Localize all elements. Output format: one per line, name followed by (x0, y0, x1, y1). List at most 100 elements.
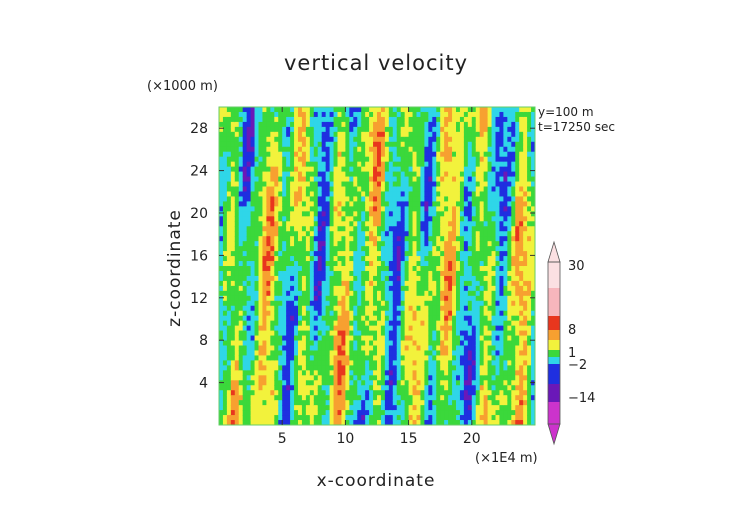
heatmap-cell (313, 355, 319, 362)
heatmap-cell (511, 360, 516, 366)
heatmap-cell (333, 285, 339, 292)
heatmap-cell (388, 420, 394, 425)
heatmap-cell (495, 335, 501, 342)
heatmap-cell (448, 415, 453, 421)
heatmap-cell (392, 216, 398, 222)
heatmap-cell (361, 390, 366, 396)
heatmap-cell (523, 131, 528, 138)
heatmap-cell (270, 166, 275, 173)
heatmap-cell (436, 206, 441, 212)
heatmap-cell (262, 420, 267, 425)
heatmap-cell (412, 141, 418, 148)
heatmap-cell (495, 380, 501, 386)
heatmap-cell (321, 186, 327, 193)
heatmap-cell (357, 141, 362, 148)
heatmap-cell (475, 107, 481, 113)
heatmap-cell (471, 380, 477, 386)
heatmap-cell (452, 171, 457, 178)
heatmap-cell (487, 320, 493, 327)
heatmap-cell (420, 146, 425, 153)
heatmap-cell (519, 176, 524, 183)
heatmap-cell (242, 196, 248, 203)
heatmap-cell (266, 360, 271, 366)
heatmap-cell (321, 340, 327, 347)
heatmap-cell (404, 146, 410, 153)
heatmap-cell (408, 256, 414, 262)
heatmap-cell (337, 335, 343, 342)
heatmap-cell (219, 236, 224, 242)
heatmap-cell (250, 176, 256, 183)
heatmap-cell (266, 325, 271, 332)
heatmap-cell (337, 295, 343, 302)
heatmap-cell (416, 375, 422, 381)
heatmap-cell (290, 280, 295, 287)
heatmap-cell (515, 295, 520, 302)
heatmap-cell (357, 320, 362, 327)
heatmap-cell (392, 226, 398, 232)
heatmap-cell (282, 136, 287, 143)
heatmap-cell (369, 256, 374, 262)
heatmap-cell (313, 370, 319, 376)
heatmap-cell (246, 355, 252, 362)
heatmap-cell (479, 300, 485, 307)
heatmap-cell (400, 295, 406, 302)
heatmap-cell (349, 405, 354, 411)
heatmap-cell (456, 161, 461, 168)
heatmap-cell (444, 171, 449, 178)
heatmap-cell (424, 385, 429, 391)
heatmap-cell (309, 280, 315, 287)
heatmap-cell (230, 320, 236, 327)
heatmap-cell (270, 340, 275, 347)
heatmap-cell (392, 285, 398, 292)
heatmap-cell (278, 251, 283, 257)
heatmap-cell (219, 365, 224, 371)
heatmap-cell (309, 141, 315, 148)
heatmap-cell (313, 280, 319, 287)
heatmap-cell (246, 280, 252, 287)
heatmap-cell (377, 285, 382, 292)
heatmap-cell (219, 161, 224, 168)
heatmap-cell (345, 176, 350, 183)
heatmap-cell (238, 360, 244, 366)
heatmap-cell (475, 315, 481, 322)
heatmap-cell (278, 290, 283, 297)
heatmap-cell (377, 166, 382, 173)
heatmap-cell (258, 121, 264, 128)
heatmap-cell (317, 345, 323, 352)
heatmap-cell (270, 196, 275, 203)
heatmap-cell (503, 345, 508, 352)
heatmap-cell (321, 246, 327, 252)
heatmap-cell (503, 196, 508, 203)
heatmap-cell (428, 156, 433, 163)
heatmap-cell (404, 335, 410, 342)
heatmap-cell (515, 156, 520, 163)
heatmap-cell (479, 156, 485, 163)
heatmap-cell (305, 211, 311, 217)
heatmap-cell (380, 285, 386, 292)
heatmap-cell (250, 251, 256, 257)
heatmap-cell (404, 415, 410, 421)
heatmap-cell (499, 335, 504, 342)
heatmap-cell (270, 151, 275, 158)
heatmap-cell (349, 290, 354, 297)
heatmap-cell (495, 345, 501, 352)
heatmap-cell (250, 320, 256, 327)
heatmap-cell (511, 166, 516, 173)
heatmap-cell (246, 136, 252, 143)
heatmap-cell (325, 385, 331, 391)
heatmap-cell (262, 410, 267, 416)
heatmap-cell (226, 420, 232, 425)
heatmap-cell (523, 116, 528, 123)
heatmap-cell (325, 246, 331, 252)
heatmap-cell (479, 280, 485, 287)
heatmap-cell (226, 270, 232, 277)
heatmap-cell (349, 385, 354, 391)
heatmap-cell (226, 156, 232, 163)
heatmap-cell (467, 285, 473, 292)
heatmap-cell (475, 325, 481, 332)
heatmap-cell (349, 166, 354, 173)
heatmap-cell (250, 206, 256, 212)
heatmap-cell (388, 186, 394, 193)
heatmap-cell (345, 420, 350, 425)
heatmap-cell (420, 330, 425, 337)
